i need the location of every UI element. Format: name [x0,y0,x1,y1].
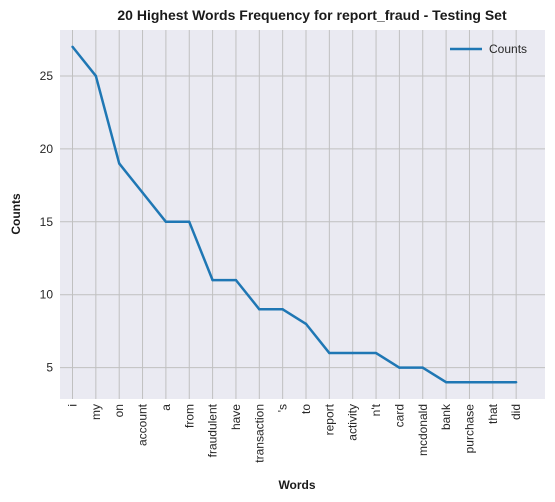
data-point-did [514,381,518,384]
data-point-bank [444,381,448,384]
grid-lines [60,30,545,399]
data-point-purchase [468,381,471,384]
x-tick-label-2: on [112,404,126,417]
data-point-account [141,191,144,194]
y-axis-label: Counts [9,193,23,235]
x-tick-label-5: from [182,404,196,428]
x-tick-label-0: i [66,404,80,407]
data-point-activity [351,351,354,355]
x-tick-label-11: report [322,403,336,435]
data-point-have [234,278,238,282]
x-tick-label-12: activity [346,404,360,441]
data-point-my [94,74,98,78]
data-point-'s [281,308,284,311]
x-tick-label-16: bank [439,403,453,430]
x-tick-label-9: 's [276,404,290,412]
data-point-that [491,381,494,384]
data-point-i [71,45,74,48]
data-point-n't [374,351,378,355]
x-tick-labels: i my on account a from fraudulent have transacti… [66,403,524,463]
x-tick-label-3: account [136,403,150,446]
x-tick-label-6: fraudulent [206,403,220,457]
series-line-counts [71,45,517,384]
x-tick-label-15: mcdonald [416,404,430,456]
x-tick-label-10: to [299,404,313,414]
y-tick-label-10: 10 [40,288,54,302]
data-point-to [304,322,308,326]
data-point-transaction [258,308,261,311]
data-point-card [398,366,401,369]
x-axis-label: Words [278,478,315,492]
x-tick-label-14: card [392,404,406,427]
x-tick-label-19: did [509,404,523,420]
series-group [71,45,518,384]
x-tick-label-17: purchase [462,404,476,454]
x-tick-label-8: transaction [252,404,266,463]
x-tick-label-7: have [229,404,243,430]
y-tick-label-15: 15 [40,215,54,229]
x-tick-label-18: that [486,403,500,424]
legend: Counts [450,42,527,56]
data-point-mcdonald [421,366,424,369]
x-tick-label-13: n't [369,403,383,416]
chart-title: 20 Highest Words Frequency for report_fr… [117,7,507,23]
y-tick-labels: 5 10 15 20 25 [40,69,54,375]
x-tick-label-1: my [89,404,103,420]
data-point-fraudulent [211,278,214,282]
legend-label-counts: Counts [489,42,527,56]
y-tick-label-25: 25 [40,69,54,83]
data-point-from [188,220,191,223]
y-tick-label-5: 5 [46,361,53,375]
data-point-a [164,220,168,223]
x-tick-label-4: a [159,404,173,411]
plot-area [60,30,545,399]
y-tick-label-20: 20 [40,142,54,156]
data-point-report [328,351,331,355]
data-point-on [118,162,121,165]
